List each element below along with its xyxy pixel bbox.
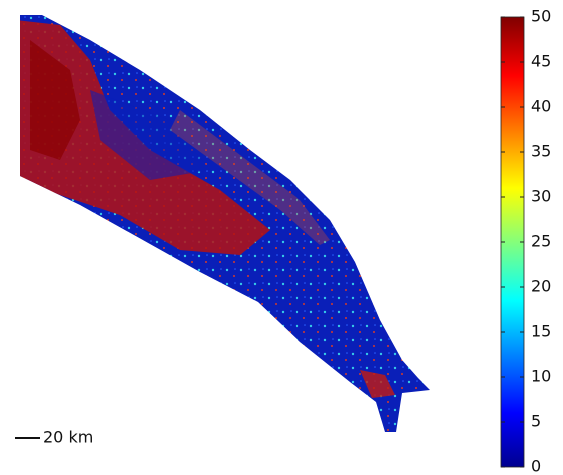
tick-label: 20 — [531, 277, 551, 296]
tick-label: 0 — [531, 457, 541, 475]
tick-label: 30 — [531, 187, 551, 206]
tick-label: 10 — [531, 367, 551, 386]
scale-label: 20 km — [43, 428, 93, 447]
tick-label: 50 — [531, 7, 551, 26]
map-figure: 20 km 0 5 10 15 20 25 30 35 40 45 50 — [0, 0, 563, 475]
tick-label: 15 — [531, 322, 551, 341]
tick-label: 45 — [531, 52, 551, 71]
map-region — [0, 0, 450, 440]
tick-label: 40 — [531, 97, 551, 116]
tick-label: 35 — [531, 142, 551, 161]
tick-label: 5 — [531, 412, 541, 431]
tick-label: 25 — [531, 232, 551, 251]
